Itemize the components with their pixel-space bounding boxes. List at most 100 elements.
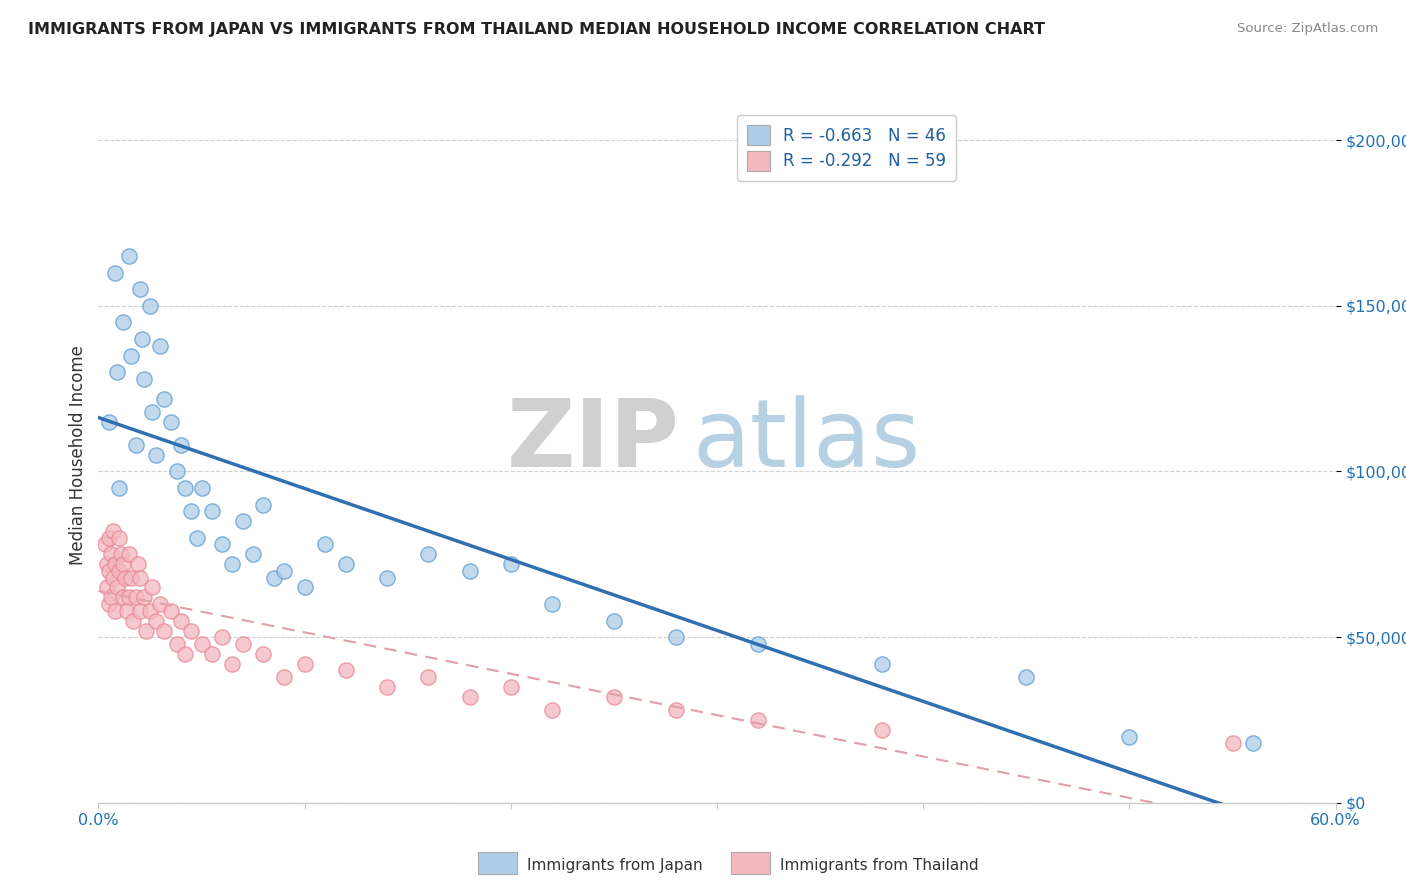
Point xyxy=(108,531,131,545)
Point xyxy=(201,504,224,518)
Point xyxy=(112,591,135,605)
Point xyxy=(232,514,254,528)
Point xyxy=(124,591,146,605)
Point xyxy=(335,663,357,677)
Point xyxy=(242,547,264,561)
Point xyxy=(105,581,128,595)
Point xyxy=(122,614,145,628)
Point xyxy=(145,448,167,462)
Point xyxy=(131,332,153,346)
Point xyxy=(120,349,142,363)
Point xyxy=(232,637,254,651)
Point xyxy=(1222,736,1244,750)
Point xyxy=(170,614,193,628)
Point xyxy=(96,558,118,572)
Point xyxy=(747,713,769,727)
Point xyxy=(153,624,176,638)
Point xyxy=(128,570,150,584)
Point xyxy=(101,570,124,584)
Point xyxy=(211,630,233,644)
Point xyxy=(145,614,167,628)
Point xyxy=(870,723,893,737)
Point xyxy=(418,670,440,684)
Point xyxy=(335,558,357,572)
Point xyxy=(117,604,139,618)
Point xyxy=(139,604,162,618)
Text: Immigrants from Japan: Immigrants from Japan xyxy=(527,858,703,872)
Point xyxy=(118,249,141,263)
Point xyxy=(166,465,188,479)
Point xyxy=(118,547,141,561)
Point xyxy=(114,570,136,584)
Point xyxy=(166,637,188,651)
Point xyxy=(870,657,893,671)
Text: IMMIGRANTS FROM JAPAN VS IMMIGRANTS FROM THAILAND MEDIAN HOUSEHOLD INCOME CORREL: IMMIGRANTS FROM JAPAN VS IMMIGRANTS FROM… xyxy=(28,22,1045,37)
Point xyxy=(112,558,135,572)
Text: atlas: atlas xyxy=(692,395,921,487)
Point xyxy=(273,564,295,578)
Point xyxy=(127,558,149,572)
Point xyxy=(97,564,120,578)
Point xyxy=(108,481,131,495)
Point xyxy=(149,597,172,611)
Point xyxy=(97,531,120,545)
Point xyxy=(139,299,162,313)
Point xyxy=(294,581,316,595)
Point xyxy=(180,504,202,518)
Point xyxy=(1015,670,1038,684)
Point xyxy=(105,365,128,379)
Point xyxy=(458,564,481,578)
Point xyxy=(375,570,398,584)
Point xyxy=(132,372,155,386)
Point xyxy=(128,604,150,618)
Point xyxy=(112,315,135,329)
Point xyxy=(186,531,208,545)
Point xyxy=(603,690,626,704)
Point xyxy=(132,591,155,605)
Point xyxy=(118,591,141,605)
Point xyxy=(252,498,274,512)
Point xyxy=(101,524,124,538)
Point xyxy=(190,481,212,495)
Point xyxy=(141,405,163,419)
Point xyxy=(747,637,769,651)
Point xyxy=(135,624,157,638)
Text: Immigrants from Thailand: Immigrants from Thailand xyxy=(780,858,979,872)
Text: Source: ZipAtlas.com: Source: ZipAtlas.com xyxy=(1237,22,1378,36)
Point xyxy=(499,558,522,572)
Point xyxy=(1118,730,1140,744)
Point xyxy=(149,338,172,352)
Point xyxy=(499,680,522,694)
Point xyxy=(159,415,181,429)
Y-axis label: Median Household Income: Median Household Income xyxy=(69,345,87,565)
Point xyxy=(541,703,564,717)
Legend: R = -0.663   N = 46, R = -0.292   N = 59: R = -0.663 N = 46, R = -0.292 N = 59 xyxy=(737,115,956,180)
Point xyxy=(141,581,163,595)
Point xyxy=(252,647,274,661)
Point xyxy=(221,657,243,671)
Text: ZIP: ZIP xyxy=(508,395,681,487)
Point xyxy=(108,564,131,578)
Point xyxy=(458,690,481,704)
Point xyxy=(418,547,440,561)
Point xyxy=(104,604,127,618)
Point xyxy=(128,282,150,296)
Point xyxy=(93,537,115,551)
Point xyxy=(190,637,212,651)
Point xyxy=(159,604,181,618)
Point xyxy=(541,597,564,611)
Point xyxy=(665,703,688,717)
Point xyxy=(1241,736,1264,750)
Point xyxy=(221,558,243,572)
Point xyxy=(104,266,127,280)
Point xyxy=(665,630,688,644)
Point xyxy=(603,614,626,628)
Point xyxy=(100,547,122,561)
Point xyxy=(153,392,176,406)
Point xyxy=(96,581,118,595)
Point xyxy=(201,647,224,661)
Point xyxy=(120,570,142,584)
Point xyxy=(97,597,120,611)
Point xyxy=(97,415,120,429)
Point xyxy=(104,558,127,572)
